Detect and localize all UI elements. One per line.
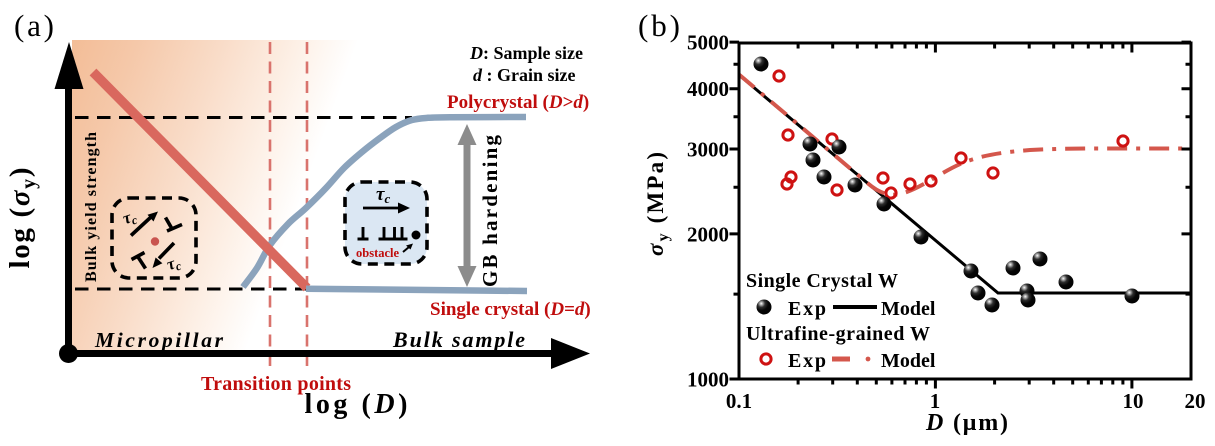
svg-text:10: 10 <box>1123 389 1144 413</box>
svg-text:obstacle: obstacle <box>356 246 400 260</box>
svg-text:Micropillar: Micropillar <box>94 328 224 352</box>
svg-text:Single crystal (D=d): Single crystal (D=d) <box>430 299 591 320</box>
svg-text:5000: 5000 <box>687 31 729 55</box>
svg-text:(b): (b) <box>638 8 680 43</box>
svg-text:Bulk yield strength: Bulk yield strength <box>83 132 100 282</box>
svg-text:σy (MPa): σy (MPa) <box>643 152 672 256</box>
svg-text:2000: 2000 <box>687 223 729 247</box>
svg-text:0.1: 0.1 <box>726 389 752 413</box>
svg-text:(a): (a) <box>14 8 54 43</box>
svg-text:1000: 1000 <box>687 368 729 392</box>
svg-text:20: 20 <box>1185 389 1206 413</box>
svg-text:Polycrystal (D>d): Polycrystal (D>d) <box>447 92 589 113</box>
svg-text:1: 1 <box>930 389 941 413</box>
svg-text:GB hardening: GB hardening <box>478 135 502 288</box>
svg-text:3000: 3000 <box>687 138 729 162</box>
svg-text:Ultrafine-grained W: Ultrafine-grained W <box>746 323 930 345</box>
svg-text:Bulk sample: Bulk sample <box>392 327 525 352</box>
svg-text:Exp: Exp <box>788 298 826 320</box>
svg-text:Model: Model <box>881 298 936 320</box>
svg-text:4000: 4000 <box>687 77 729 101</box>
svg-text:d : Grain size: d : Grain size <box>473 65 575 85</box>
svg-text:Transition points: Transition points <box>201 373 351 395</box>
svg-text:D: Sample size: D: Sample size <box>469 43 583 63</box>
svg-text:D (μm): D (μm) <box>925 410 1008 436</box>
svg-text:log (D): log (D) <box>305 389 408 420</box>
svg-text:Model: Model <box>881 350 936 372</box>
svg-text:Exp: Exp <box>788 350 826 372</box>
svg-text:Single Crystal W: Single Crystal W <box>746 270 898 292</box>
svg-text:log (σy): log (σy) <box>4 168 40 269</box>
